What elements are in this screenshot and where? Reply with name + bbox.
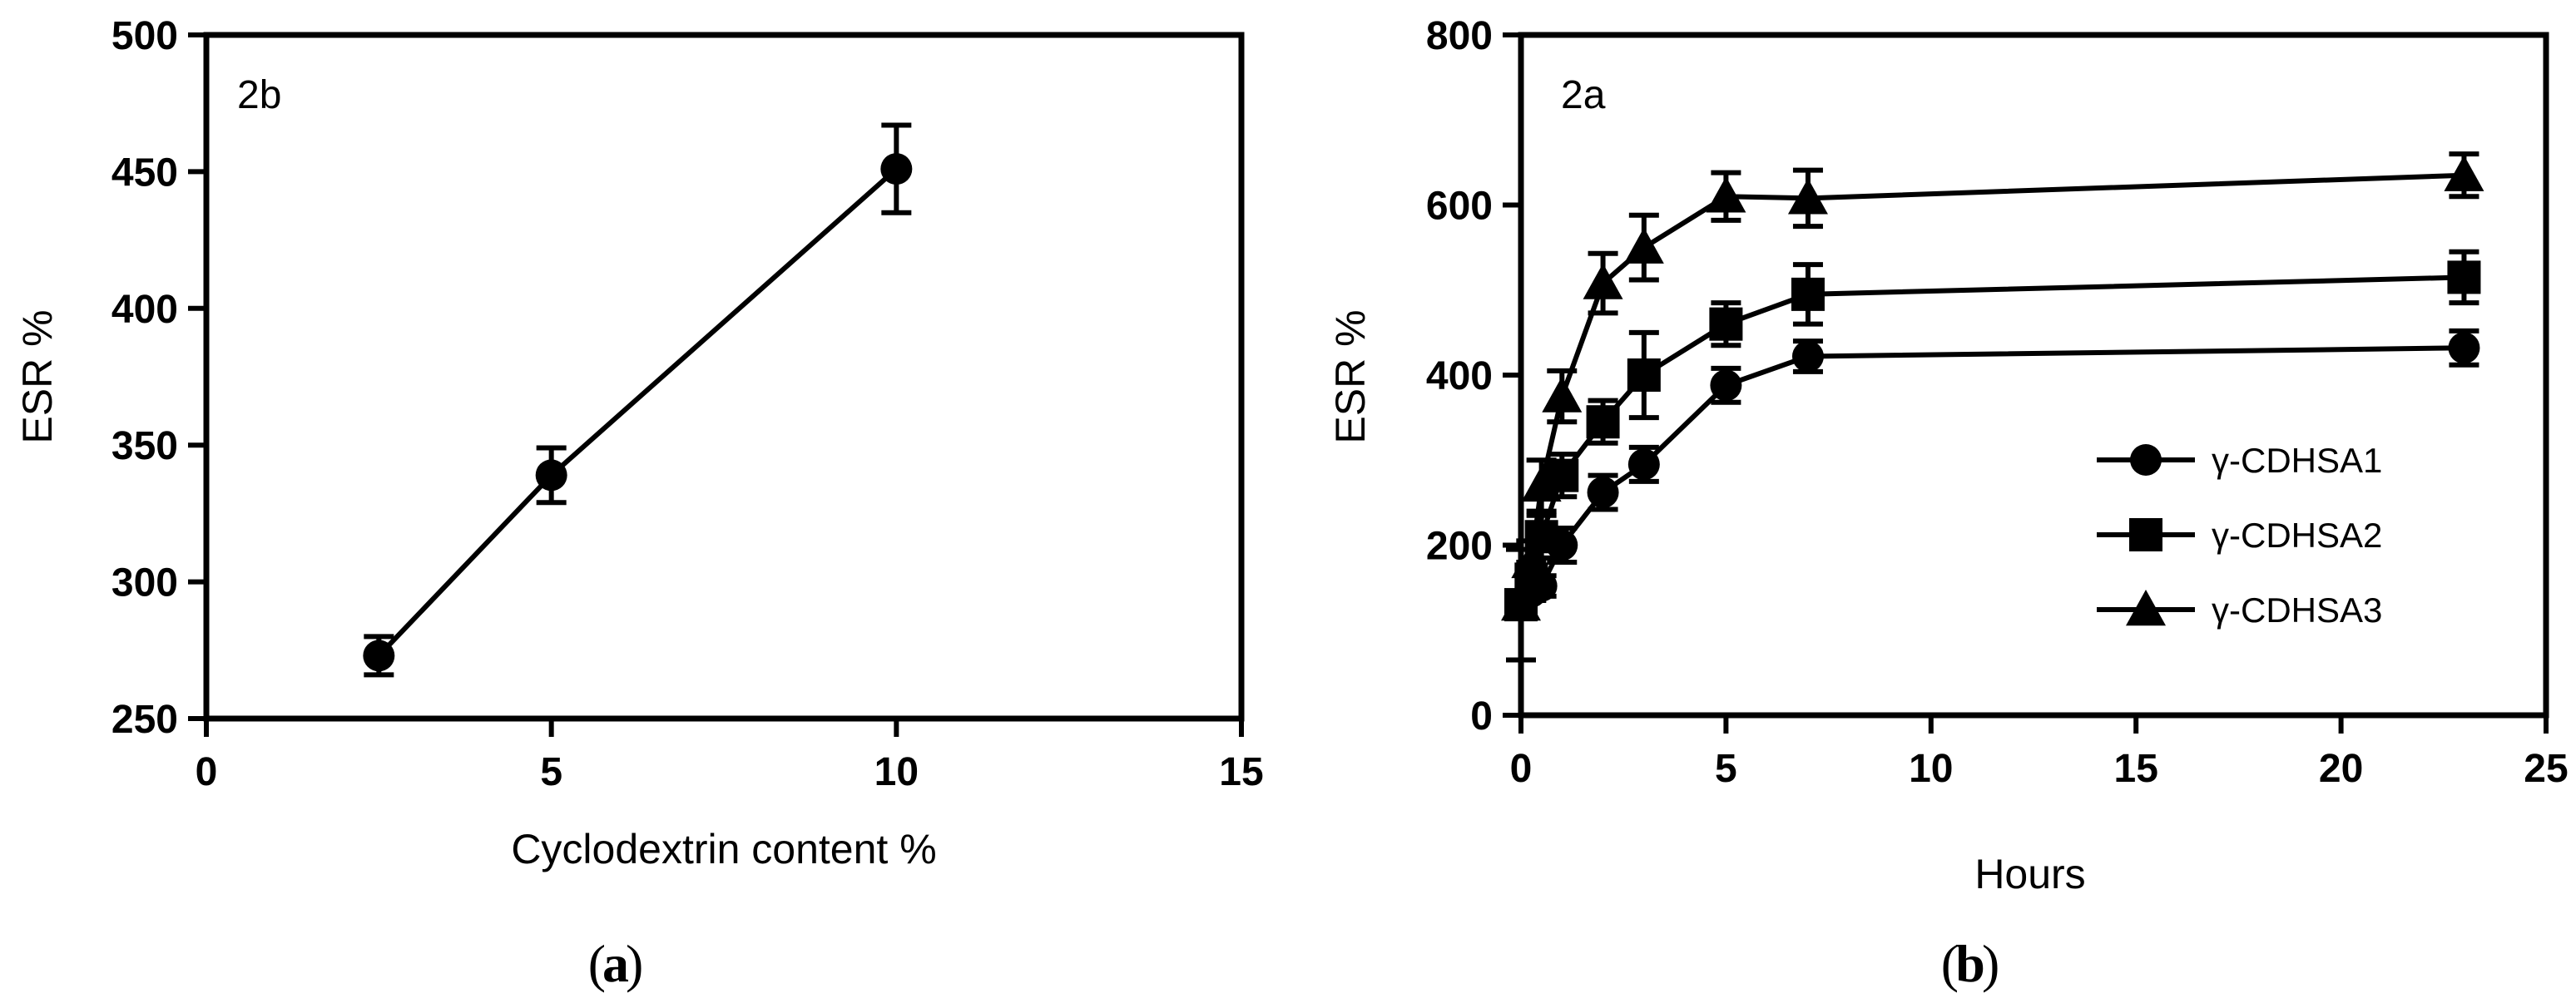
data-point — [1791, 277, 1825, 311]
y-tick-label: 600 — [1426, 185, 1493, 229]
data-point — [1709, 307, 1743, 341]
data-point — [1791, 340, 1824, 373]
y-ticks-b: 0 200 400 600 800 — [1426, 14, 1521, 739]
data-point — [1706, 176, 1746, 213]
y-tick-label: 0 — [1470, 694, 1493, 739]
y-tick-label: 800 — [1426, 14, 1493, 58]
y-tick-label: 500 — [111, 14, 178, 58]
x-ticks-b: 0 5 10 15 20 25 — [1510, 715, 2569, 791]
y-tick-label: 400 — [111, 288, 178, 332]
legend-label: γ-CDHSA3 — [2212, 590, 2382, 630]
caption-b: ( b ) — [1941, 934, 2000, 993]
x-tick-label: 10 — [874, 750, 919, 794]
caption-a: ( a ) — [588, 934, 644, 993]
series-group-b — [1501, 151, 2484, 663]
data-point — [1583, 263, 1623, 299]
data-point — [1587, 477, 1619, 509]
x-tick-label: 25 — [2524, 747, 2568, 791]
data-point — [1586, 405, 1620, 439]
x-tick-label: 5 — [1715, 747, 1737, 791]
legend-marker — [2126, 590, 2166, 626]
svg-text:(: ( — [1941, 934, 1959, 993]
svg-text:(: ( — [588, 934, 606, 993]
svg-text:): ) — [1982, 934, 1999, 993]
legend-marker — [2130, 444, 2162, 476]
y-tick-label: 400 — [1426, 354, 1493, 398]
data-point — [535, 459, 567, 492]
data-point — [1623, 227, 1664, 264]
series-3 — [1501, 151, 2484, 621]
chart-panel-a: 2b Cyclodextrin content % ESR % 0 5 10 15 2… — [14, 14, 1264, 993]
svg-text:): ) — [626, 934, 643, 993]
data-point — [363, 640, 395, 672]
series-1 — [363, 122, 913, 678]
y-axis-label-a: ESR % — [14, 309, 61, 443]
data-point — [1787, 178, 1828, 215]
caption-letter-a: a — [602, 934, 629, 993]
series-line — [377, 166, 899, 658]
y-tick-label: 200 — [1426, 525, 1493, 569]
data-point — [2444, 155, 2484, 191]
data-point — [2447, 260, 2481, 294]
panel-label-a: 2b — [237, 73, 281, 117]
y-ticks-a: 250 300 350 400 450 500 — [111, 14, 206, 742]
x-tick-label: 0 — [196, 750, 218, 794]
x-tick-label: 10 — [1909, 747, 1953, 791]
caption-letter-b: b — [1955, 934, 1985, 993]
data-point — [1521, 465, 1562, 502]
y-tick-label: 250 — [111, 698, 178, 742]
x-ticks-a: 0 5 10 15 — [196, 719, 1264, 794]
data-point — [1501, 585, 1541, 621]
data-point — [2448, 332, 2480, 364]
data-point — [1511, 541, 1552, 579]
y-tick-label: 450 — [111, 151, 178, 195]
data-point — [1710, 369, 1742, 402]
panel-label-b: 2a — [1561, 73, 1606, 117]
x-tick-label: 15 — [2114, 747, 2158, 791]
x-tick-label: 15 — [1219, 750, 1263, 794]
x-tick-label: 20 — [2319, 747, 2363, 791]
legend-marker — [2129, 518, 2162, 551]
y-tick-label: 300 — [111, 561, 178, 605]
series-group-a — [363, 122, 913, 678]
data-point — [1627, 448, 1660, 481]
legend-item: γ-CDHSA1 — [2097, 441, 2382, 480]
x-tick-label: 5 — [540, 750, 562, 794]
plot-frame-b — [1518, 32, 2549, 719]
y-tick-label: 350 — [111, 424, 178, 468]
chart-panel-b: 2a Hours ESR % 0 5 10 15 20 25 0200400600800 … — [1327, 14, 2569, 993]
legend-label: γ-CDHSA1 — [2212, 441, 2382, 480]
plot-frame-a — [203, 32, 1245, 722]
data-point — [880, 153, 913, 185]
y-axis-label-b: ESR % — [1327, 309, 1374, 443]
x-tick-label: 0 — [1510, 747, 1533, 791]
x-axis-label-b: Hours — [1974, 851, 2085, 897]
legend-item: γ-CDHSA2 — [2097, 516, 2382, 555]
x-axis-label-a: Cyclodextrin content % — [511, 826, 936, 872]
legend-b: γ-CDHSA1 γ-CDHSA2 γ-CDHSA3 — [2097, 441, 2382, 630]
data-point — [1542, 376, 1583, 413]
legend-item: γ-CDHSA3 — [2097, 590, 2382, 630]
legend-label: γ-CDHSA2 — [2212, 516, 2382, 555]
data-point — [1627, 358, 1661, 392]
